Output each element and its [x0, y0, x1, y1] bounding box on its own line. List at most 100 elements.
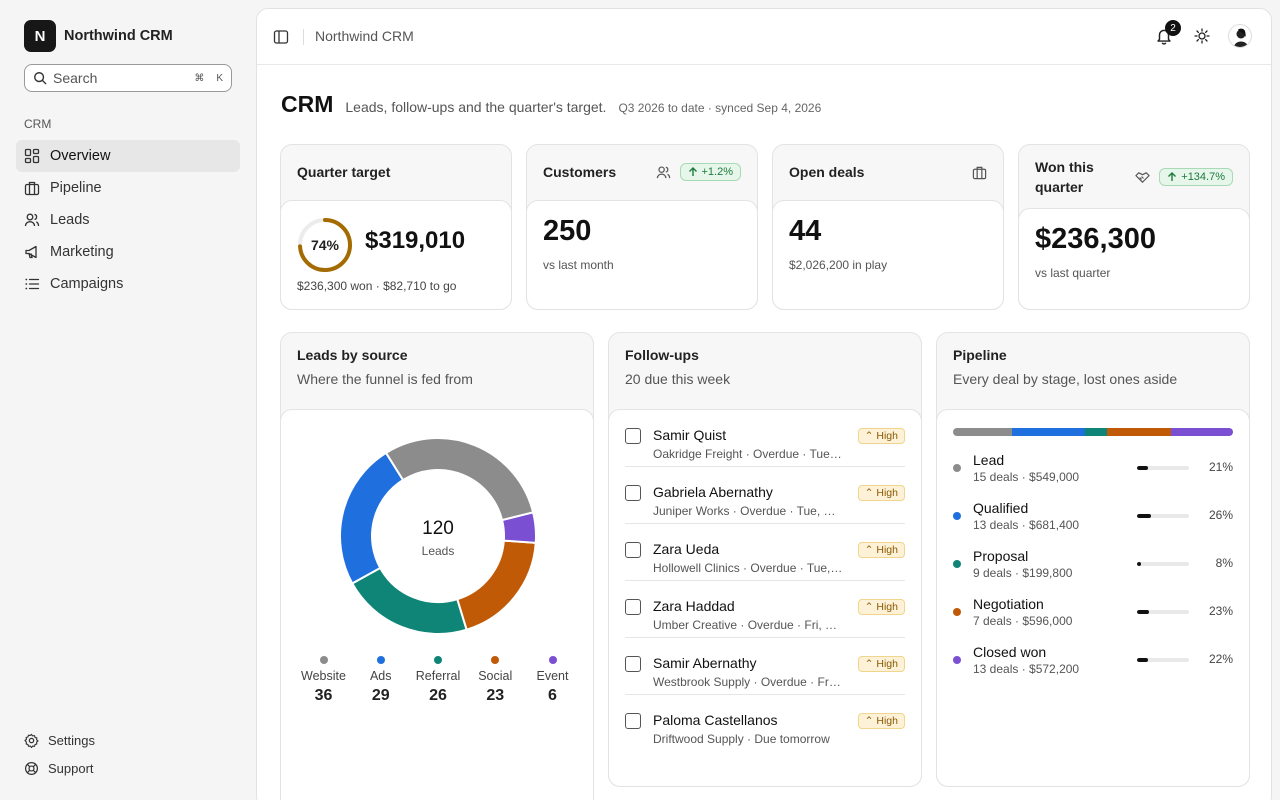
donut-slice-event[interactable]: [500, 511, 537, 544]
stage-dot: [953, 656, 961, 664]
stage-track: [1137, 466, 1189, 470]
customers-card: Customers +1.2% 250 vs last month: [526, 144, 758, 310]
pipeline-stage[interactable]: Lead 15 deals · $549,000 21%: [953, 452, 1233, 488]
legend-value: 6: [548, 687, 557, 704]
legend-name: Website: [301, 669, 346, 683]
stage-percent: 26%: [1208, 508, 1233, 522]
checkbox[interactable]: [625, 713, 641, 729]
briefcase-icon: [24, 181, 40, 196]
brand[interactable]: N Northwind CRM: [24, 20, 173, 52]
stage-percent: 23%: [1208, 604, 1233, 618]
gear-icon: [24, 733, 39, 748]
handshake-icon: [1135, 171, 1150, 183]
followup-name: Samir Abernathy: [653, 655, 757, 671]
change-value: +134.7%: [1181, 171, 1225, 183]
sidebar-toggle-button[interactable]: [269, 25, 293, 49]
card-title: Open deals: [789, 164, 865, 180]
stage-name: Closed won: [973, 644, 1047, 660]
stage-track: [1137, 658, 1189, 662]
brand-logo: N: [24, 20, 56, 52]
customers-value: 250: [543, 215, 592, 247]
legend-name: Ads: [369, 669, 392, 683]
stage-fill: [1137, 610, 1149, 614]
users-icon: [24, 213, 40, 227]
legend-value: 26: [429, 687, 447, 704]
list-item[interactable]: Zara Ueda Hollowell Clinics · Overdue · …: [625, 524, 905, 581]
priority-badge: ⌃ High: [857, 428, 905, 444]
followup-detail: Hollowell Clinics · Overdue · Tue, …: [653, 561, 843, 575]
sun-icon[interactable]: [1194, 28, 1210, 44]
sidebar-item-campaigns[interactable]: Campaigns: [16, 268, 240, 300]
nav-section-label: CRM: [24, 117, 52, 131]
legend-value: 29: [371, 687, 390, 704]
chevrons-up-icon: ⌃: [864, 487, 874, 499]
followup-detail: Oakridge Freight · Overdue · Tue,…: [653, 447, 843, 461]
legend-value: 36: [314, 687, 333, 704]
followup-name: Gabriela Abernathy: [653, 484, 773, 500]
card-body: 74% $319,010 $236,300 won · $82,710 to g…: [280, 200, 512, 310]
shortcut-mod: ⌘: [194, 72, 205, 84]
checkbox[interactable]: [625, 428, 641, 444]
followup-detail: Westbrook Supply · Overdue · Fri…: [653, 675, 843, 689]
sidebar-item-settings[interactable]: Settings: [24, 733, 224, 748]
user-avatar-icon: [1233, 28, 1249, 47]
checkbox[interactable]: [625, 542, 641, 558]
card-title: Leads by source: [297, 347, 408, 363]
sidebar-item-leads[interactable]: Leads: [16, 204, 240, 236]
avatar[interactable]: [1228, 24, 1252, 48]
sidebar-item-pipeline[interactable]: Pipeline: [16, 172, 240, 204]
list-item[interactable]: Samir Quist Oakridge Freight · Overdue ·…: [625, 410, 905, 467]
list-item[interactable]: Samir Abernathy Westbrook Supply · Overd…: [625, 638, 905, 695]
donut-total-label: Leads: [422, 544, 455, 558]
sidebar-item-marketing[interactable]: Marketing: [16, 236, 240, 268]
card-subtitle: Every deal by stage, lost ones aside: [953, 371, 1178, 387]
donut-slice-ads[interactable]: [339, 451, 405, 585]
megaphone-icon: [25, 245, 37, 259]
donut-slice-social[interactable]: [456, 539, 537, 631]
card-body: 120 Leads Website 36 Ads 29 Referral 26: [280, 409, 594, 800]
priority-badge: ⌃ High: [857, 542, 905, 558]
donut-slice-website[interactable]: [384, 437, 535, 522]
main-panel: Northwind CRM 2 CRM Leads, follow-ups an…: [256, 8, 1272, 800]
briefcase-icon: [972, 166, 987, 179]
stage-percent: 8%: [1215, 556, 1233, 570]
card-title: Pipeline: [953, 347, 1007, 363]
sidebar-item-overview[interactable]: Overview: [16, 140, 240, 172]
donut-slice-referral[interactable]: [350, 566, 468, 635]
quarter-target-card: Quarter target 74% $319,010 $236,300 won…: [280, 144, 512, 310]
list-item[interactable]: Paloma Castellanos Driftwood Supply · Du…: [625, 695, 905, 752]
sidebar-nav: Overview Pipeline Leads Marketing Campai…: [16, 140, 240, 300]
stage-detail: 9 deals · $199,800: [973, 566, 1073, 580]
breadcrumb[interactable]: Northwind CRM: [315, 28, 414, 44]
change-value: +1.2%: [701, 166, 734, 178]
customers-note: vs last month: [543, 258, 614, 272]
list-item[interactable]: Zara Haddad Umber Creative · Overdue · F…: [625, 581, 905, 638]
stage-fill: [1137, 466, 1148, 470]
sidebar-item-support[interactable]: Support: [24, 761, 224, 776]
priority-badge: ⌃ High: [857, 485, 905, 501]
pipeline-stage[interactable]: Proposal 9 deals · $199,800 8%: [953, 548, 1233, 584]
followup-detail: Juniper Works · Overdue · Tue, S…: [653, 504, 843, 518]
legend-name: Event: [536, 669, 569, 683]
pipeline-stage[interactable]: Qualified 13 deals · $681,400 26%: [953, 500, 1233, 536]
stage-track: [1137, 610, 1189, 614]
pipeline-stage[interactable]: Closed won 13 deals · $572,200 22%: [953, 644, 1233, 680]
search-input[interactable]: Search ⌘ K: [24, 64, 232, 92]
followup-name: Zara Ueda: [653, 541, 720, 557]
legend-dot: [548, 656, 557, 664]
priority-badge: ⌃ High: [857, 656, 905, 672]
stage-dot: [953, 464, 961, 472]
lifebuoy-icon: [24, 761, 39, 776]
list-item[interactable]: Gabriela Abernathy Juniper Works · Overd…: [625, 467, 905, 524]
stage-detail: 15 deals · $549,000: [973, 470, 1080, 484]
followup-name: Zara Haddad: [653, 598, 735, 614]
legend-value: 23: [486, 687, 505, 704]
checkbox[interactable]: [625, 656, 641, 672]
checkbox[interactable]: [625, 599, 641, 615]
brand-name: Northwind CRM: [64, 28, 173, 44]
checkbox[interactable]: [625, 485, 641, 501]
pipeline-stage[interactable]: Negotiation 7 deals · $596,000 23%: [953, 596, 1233, 632]
chevrons-up-icon: ⌃: [864, 715, 874, 727]
arrow-up-icon: [1168, 172, 1177, 181]
chevrons-up-icon: ⌃: [864, 544, 874, 556]
